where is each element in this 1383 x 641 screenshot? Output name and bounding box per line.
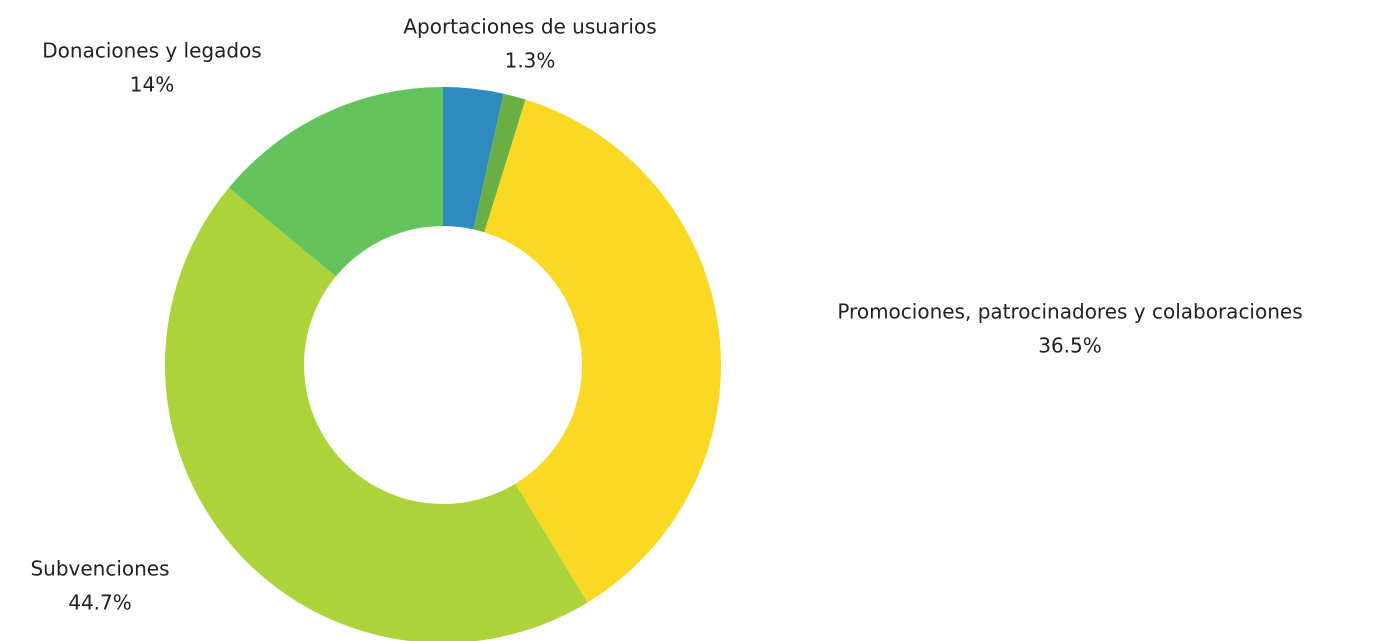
- slice-label: Subvenciones: [30, 557, 169, 581]
- donut-slice: [164, 187, 588, 641]
- slice-value: 44.7%: [68, 591, 132, 615]
- slice-value: 1.3%: [505, 49, 556, 73]
- slice-label: Aportaciones de usuarios: [403, 15, 656, 39]
- slice-value: 14%: [130, 73, 174, 97]
- donut-slice: [473, 93, 526, 233]
- slice-value: 36.5%: [1038, 334, 1102, 358]
- donut-slice: [443, 87, 504, 230]
- slice-label: Donaciones y legados: [42, 39, 261, 63]
- slice-label: Promociones, patrocinadores y colaboraci…: [837, 300, 1302, 324]
- donut-slice: [228, 87, 443, 277]
- donut-slice: [484, 99, 721, 603]
